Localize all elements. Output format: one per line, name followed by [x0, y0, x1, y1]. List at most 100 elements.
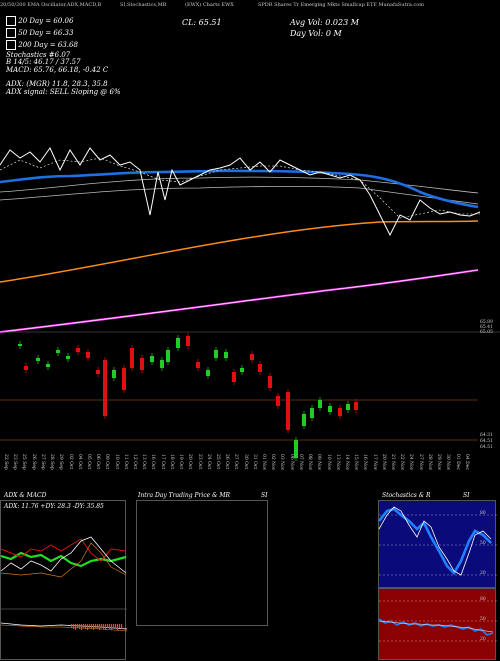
bb-lower-line [0, 186, 479, 205]
intraday-panel-suffix: SI [261, 492, 268, 499]
ema200-line-inner [0, 269, 479, 333]
date-label: 23 Oct [196, 454, 202, 470]
macd-hist-bar [89, 624, 91, 628]
adx-panel-title: ADX & MACD [4, 492, 47, 499]
date-label: 30 Nov [445, 454, 451, 471]
date-label: 09 Nov [316, 454, 322, 471]
macd-hist-bar [107, 624, 109, 628]
candle-body [86, 352, 90, 358]
macd-hist-bar [113, 624, 115, 628]
candle-body [66, 356, 70, 359]
macd-hist-bar [85, 624, 87, 629]
bb-upper-line [0, 176, 479, 194]
adx-white-line [0, 536, 127, 574]
candle-body [354, 402, 358, 410]
stoch-panel-suffix: SI [463, 492, 470, 499]
candle-body [76, 348, 80, 352]
macd-hist-bar [117, 624, 119, 630]
date-label: 20 Oct [187, 454, 193, 470]
price-axis-label-3: 65.05 [480, 330, 493, 335]
date-label: 27 Oct [233, 454, 239, 470]
rsi-tick-20: 20 [480, 637, 486, 642]
date-label: 20 Nov [380, 454, 386, 471]
date-label: 07 Nov [297, 454, 303, 471]
legend-adx-signal: ADX signal: SELL Sloping @ 6% [6, 88, 121, 96]
candle-body [302, 414, 306, 426]
lower-axis-label-3: 64.51 [480, 445, 493, 450]
stoch-tick-50: 50 [480, 541, 486, 546]
date-label: 25 Oct [214, 454, 220, 470]
macd-hist-bar [115, 624, 117, 629]
legend-ema20: 20 Day = 60.06 [6, 16, 73, 26]
macd-hist-bar [81, 624, 83, 630]
candle-body [36, 358, 40, 361]
chart-header-left: 20/50/200 EMA Oscillator,ADX,MACD,B [0, 2, 102, 8]
macd-hist-bar [119, 624, 121, 628]
date-label: 08 Nov [307, 454, 313, 471]
candle-body [96, 370, 100, 374]
ema200-line [0, 269, 479, 333]
candle-body [276, 396, 280, 406]
candle-body [318, 400, 322, 408]
avg-volume: Avg Vol: 0.023 M [290, 18, 359, 27]
date-label: 16 Oct [150, 454, 156, 470]
date-label: 31 Oct [251, 454, 257, 470]
date-label: 22 Sep [3, 454, 8, 470]
date-label: 27 Nov [417, 454, 423, 471]
rsi-panel: 80 50 20 [378, 588, 497, 660]
adx-readout: ADX: 11.76 +DY: 28.3 -DY: 35.85 [4, 503, 104, 510]
date-label: 24 Nov [408, 454, 414, 471]
date-label: 10 Oct [113, 454, 119, 470]
stochastic-panel: 80 50 20 [377, 500, 497, 588]
date-label: 26 Oct [224, 454, 230, 470]
lower-axis-label-1: 64.31 [480, 433, 493, 438]
candle-body [250, 354, 254, 360]
date-label: 04 Dec [463, 454, 469, 470]
date-label: 28 Nov [426, 454, 432, 471]
date-label: 02 Oct [67, 454, 73, 470]
date-label: 06 Nov [288, 454, 294, 471]
macd-hist-bar [83, 624, 85, 628]
candle-body [232, 372, 236, 382]
candle-body [18, 344, 22, 346]
candle-body [122, 368, 126, 390]
chart-header-title: SPDR Shares Tr Emerging Mkts Smallcap ET… [258, 2, 424, 8]
stoch-k-line [377, 507, 492, 576]
price-axis-label-2: 65.41 [480, 325, 493, 330]
date-label: 24 Oct [205, 454, 211, 470]
legend-ema200: 200 Day = 63.68 [6, 40, 78, 50]
candle-body [268, 376, 272, 388]
date-label: 22 Nov [399, 454, 405, 471]
legend-macd: MACD: 65.76, 66.18, -0.42 C [6, 66, 109, 74]
macd-hist-bar [75, 624, 77, 630]
date-label: 05 Oct [85, 454, 91, 470]
macd-hist-bar [91, 624, 93, 629]
candle-body [224, 352, 228, 358]
candle-body [196, 362, 200, 368]
date-label: 04 Oct [76, 454, 82, 470]
candle-body [186, 336, 190, 346]
candle-body [240, 368, 244, 372]
date-label: 02 Nov [270, 454, 276, 471]
ema50-line [0, 220, 479, 283]
candle-body [46, 364, 50, 367]
date-label: 23 Sep [12, 454, 18, 470]
macd-hist-bar [101, 624, 103, 628]
candle-body [103, 360, 107, 416]
candle-body [176, 338, 180, 348]
date-label: 01 Dec [454, 454, 460, 470]
date-label: 11 Oct [122, 454, 128, 470]
stoch-d-line [378, 506, 492, 576]
price-axis-label-1: 65.89 [480, 320, 493, 325]
candle-body [166, 350, 170, 362]
legend-ema50: 50 Day = 66.33 [6, 28, 73, 38]
date-label: 13 Nov [334, 454, 340, 471]
intraday-panel-title: Intra Day Trading Price & MR [138, 492, 231, 499]
ema-chart [0, 147, 500, 333]
adx-orange-line [0, 542, 127, 578]
rsi-tick-50: 50 [480, 617, 486, 622]
date-label: 01 Nov [261, 454, 267, 471]
date-label: 21 Nov [390, 454, 396, 471]
adx-red-line [0, 538, 127, 562]
rsi-avg-line [378, 620, 494, 633]
